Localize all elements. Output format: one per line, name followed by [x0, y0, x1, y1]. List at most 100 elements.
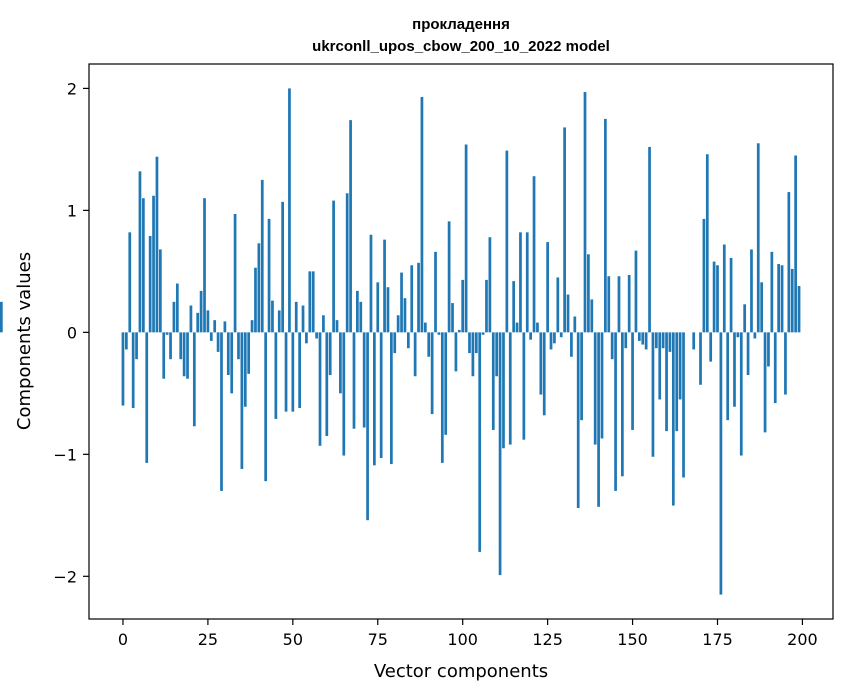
bar [733, 332, 736, 407]
bar [369, 234, 373, 333]
bar [784, 332, 787, 395]
bar [0, 301, 3, 333]
x-tick-label: 200 [787, 630, 818, 649]
bar [739, 332, 743, 456]
bar [457, 329, 461, 333]
bar [559, 332, 563, 338]
bar [763, 332, 767, 433]
y-axis-ticks: −2 −1 0 1 2 [53, 79, 89, 586]
bar [311, 271, 315, 333]
bar [760, 282, 764, 333]
bar [281, 201, 284, 333]
bar [729, 257, 733, 333]
x-tick-label: 125 [532, 630, 563, 649]
bar [604, 118, 607, 333]
bar [366, 332, 369, 521]
bar [570, 332, 573, 357]
bar [495, 332, 499, 377]
bar [291, 332, 295, 412]
bar [682, 332, 685, 478]
bar [641, 332, 645, 345]
bar [396, 315, 400, 333]
bar-series [0, 88, 801, 595]
bar [532, 176, 536, 333]
bar [773, 332, 777, 404]
bar [379, 332, 383, 458]
bar [192, 332, 196, 427]
bar [553, 332, 556, 344]
bar [186, 332, 189, 379]
bar [471, 332, 475, 377]
bar [610, 332, 614, 360]
bar [128, 232, 132, 333]
bar [209, 332, 213, 341]
bar [403, 298, 407, 333]
bar [427, 332, 431, 357]
bar [145, 332, 149, 463]
y-tick-label: 0 [67, 323, 77, 342]
bar [556, 277, 560, 333]
bar [654, 332, 658, 349]
bar [485, 279, 488, 333]
bar [328, 332, 332, 376]
bar [294, 301, 298, 333]
bar [519, 232, 522, 333]
bar [254, 267, 257, 333]
bar [250, 320, 254, 333]
bar [373, 332, 376, 466]
bar [746, 332, 750, 376]
bar [780, 265, 784, 333]
bar [756, 143, 760, 333]
bar [529, 332, 532, 340]
bar [349, 120, 352, 333]
bar [705, 154, 709, 333]
bar [491, 332, 495, 430]
bar [165, 332, 169, 335]
bar [362, 332, 366, 428]
bar [148, 235, 152, 333]
bar [549, 332, 553, 350]
bar [172, 301, 176, 333]
bar [644, 332, 648, 350]
bar [563, 127, 566, 333]
y-axis-label: Components values [14, 252, 35, 430]
bar [750, 249, 753, 333]
y-tick-label: 2 [67, 79, 77, 98]
bar [322, 315, 325, 333]
bar [318, 332, 322, 446]
x-tick-label: 175 [702, 630, 733, 649]
bar [525, 232, 529, 333]
bar [597, 332, 600, 507]
bar [787, 192, 791, 333]
bar [430, 332, 434, 415]
bar [546, 242, 549, 333]
bar [648, 146, 651, 333]
bar [797, 286, 801, 333]
bar [267, 218, 271, 333]
x-axis-ticks: 0 25 50 75 100 125 150 175 200 [118, 619, 818, 649]
bar [753, 332, 757, 339]
bar [308, 271, 312, 333]
bar [481, 332, 485, 335]
bar [437, 332, 441, 335]
bar [600, 332, 604, 439]
bar [440, 332, 444, 463]
bar [125, 332, 128, 350]
bar [220, 332, 223, 491]
bar [767, 332, 770, 367]
bar [356, 290, 359, 333]
bar [298, 332, 301, 408]
bar [301, 305, 305, 333]
bar [716, 265, 719, 333]
bar [668, 332, 672, 352]
bar [566, 294, 570, 333]
bar [505, 150, 509, 333]
bar [342, 332, 346, 456]
plot-frame [88, 63, 834, 620]
y-tick-label: −1 [53, 445, 77, 464]
bar [671, 332, 675, 506]
bar [162, 332, 166, 379]
bar [542, 332, 546, 416]
bar [386, 287, 390, 333]
